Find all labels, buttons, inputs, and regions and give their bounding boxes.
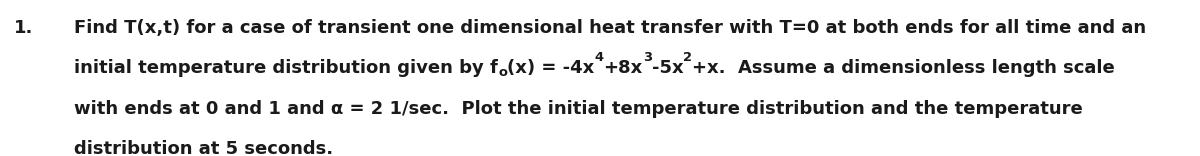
Text: distribution at 5 seconds.: distribution at 5 seconds. bbox=[74, 140, 334, 156]
Text: +x.  Assume a dimensionless length scale: +x. Assume a dimensionless length scale bbox=[692, 59, 1115, 77]
Text: 3: 3 bbox=[643, 51, 652, 64]
Text: 4: 4 bbox=[594, 51, 604, 64]
Text: +8x: +8x bbox=[604, 59, 643, 77]
Text: initial temperature distribution given by f: initial temperature distribution given b… bbox=[74, 59, 498, 77]
Text: -5x: -5x bbox=[652, 59, 684, 77]
Text: 1.: 1. bbox=[14, 19, 34, 37]
Text: o: o bbox=[498, 66, 508, 79]
Text: (x) = -4x: (x) = -4x bbox=[508, 59, 594, 77]
Text: Find T(x,t) for a case of transient one dimensional heat transfer with T=0 at bo: Find T(x,t) for a case of transient one … bbox=[74, 19, 1146, 37]
Text: 2: 2 bbox=[684, 51, 692, 64]
Text: with ends at 0 and 1 and α = 2 1/sec.  Plot the initial temperature distribution: with ends at 0 and 1 and α = 2 1/sec. Pl… bbox=[74, 100, 1084, 118]
